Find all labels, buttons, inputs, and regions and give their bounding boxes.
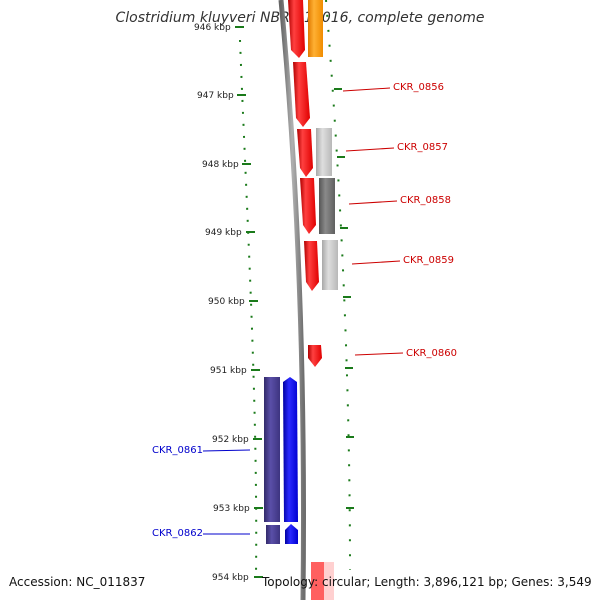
label-ckr-0857[interactable]: CKR_0857 <box>397 142 448 153</box>
gene-pink-bottom <box>324 562 334 600</box>
forward-gene-track <box>308 0 338 600</box>
cds-red-ckr-0860 <box>308 345 322 367</box>
gene-orange-top <box>308 0 323 57</box>
reverse-track <box>264 377 298 544</box>
genome-backbone <box>278 0 306 600</box>
kbp-label-946: 946 kbp <box>194 23 231 33</box>
kbp-label-948: 948 kbp <box>202 160 239 170</box>
accession-text: Accession: NC_011837 <box>9 575 146 589</box>
gene-dark-ckr-0858 <box>319 178 335 234</box>
label-ckr-0856[interactable]: CKR_0856 <box>393 82 444 93</box>
kbp-label-950: 950 kbp <box>208 297 245 307</box>
cds-red-ckr-0856 <box>293 62 310 127</box>
tick-scale-right <box>325 0 351 571</box>
label-ckr-0859[interactable]: CKR_0859 <box>403 255 454 266</box>
cds-red-bottom <box>311 562 324 600</box>
leader-ckr-0859 <box>351 260 401 265</box>
label-ckr-0862[interactable]: CKR_0862 <box>152 528 203 539</box>
forward-cds-track <box>288 0 324 600</box>
leader-ckr-0857 <box>345 147 395 152</box>
label-ckr-0861[interactable]: CKR_0861 <box>152 445 203 456</box>
leader-ckr-0860 <box>354 352 404 356</box>
leader-ckr-0856 <box>342 87 391 92</box>
gene-purple-ckr-0861 <box>264 377 280 522</box>
major-ticks <box>235 26 354 578</box>
cds-blue-ckr-0861 <box>283 377 298 522</box>
cds-red-ckr-0858 <box>300 178 316 234</box>
gene-grey-ckr-0859 <box>322 240 338 290</box>
cds-red-top <box>288 0 305 58</box>
kbp-labels: 946 kbp 947 kbp 948 kbp 949 kbp 950 kbp … <box>194 23 250 583</box>
kbp-label-954: 954 kbp <box>212 573 249 583</box>
kbp-label-952: 952 kbp <box>212 435 249 445</box>
cds-blue-ckr-0862 <box>285 524 298 544</box>
kbp-label-953: 953 kbp <box>213 504 250 514</box>
cds-red-ckr-0859 <box>304 241 319 291</box>
label-ckr-0858[interactable]: CKR_0858 <box>400 195 451 206</box>
kbp-label-949: 949 kbp <box>205 228 242 238</box>
label-leaders <box>202 87 404 535</box>
kbp-label-951: 951 kbp <box>210 366 247 376</box>
tick-scale-left <box>239 39 258 576</box>
label-ckr-0860[interactable]: CKR_0860 <box>406 348 457 359</box>
gene-purple-ckr-0862 <box>266 525 280 544</box>
kbp-label-947: 947 kbp <box>197 91 234 101</box>
cds-red-ckr-0857 <box>297 129 313 177</box>
gene-labels: CKR_0856 CKR_0857 CKR_0858 CKR_0859 CKR_… <box>152 82 457 539</box>
leader-ckr-0861 <box>202 449 251 452</box>
topology-summary: Topology: circular; Length: 3,896,121 bp… <box>262 575 592 589</box>
gene-grey-ckr-0857 <box>316 128 332 176</box>
leader-ckr-0858 <box>348 200 398 205</box>
